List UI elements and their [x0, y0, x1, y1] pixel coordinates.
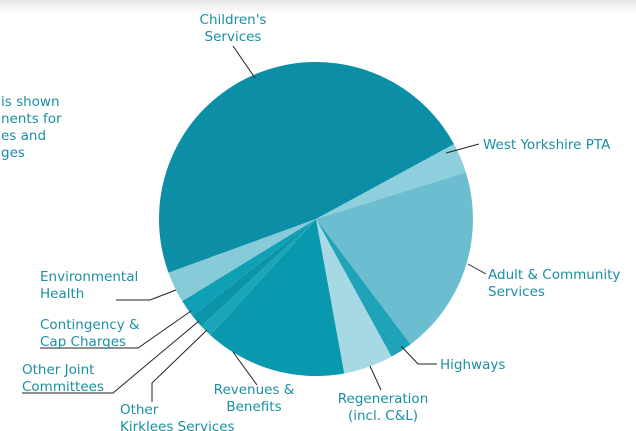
- slice-label: Other Kirklees Services: [120, 402, 235, 431]
- leader-line: [151, 329, 208, 402]
- annotation: nents for: [1, 111, 62, 127]
- annotation: es and: [1, 128, 46, 144]
- slice-label: Contingency & Cap Charges: [40, 317, 140, 350]
- leader-line: [22, 320, 200, 394]
- annotation: is shown: [1, 94, 60, 110]
- pie-slice: [192, 219, 316, 327]
- slice-label: West Yorkshire PTA: [483, 137, 611, 153]
- leader-line: [445, 143, 480, 154]
- pie-slice: [168, 219, 316, 302]
- slice-label: Other Joint Committees: [22, 362, 104, 395]
- pie-slice: [182, 219, 316, 316]
- pie-slice: [316, 144, 466, 219]
- pie-slice: [316, 172, 473, 345]
- pie-slice: [201, 219, 316, 336]
- annotation: ges: [1, 145, 25, 161]
- slice-label: Environmental Health: [40, 269, 138, 302]
- pie-slice: [316, 219, 411, 357]
- leader-line: [369, 365, 382, 391]
- pie-slice: [316, 219, 392, 374]
- leader-line: [467, 263, 487, 275]
- leader-line: [232, 351, 258, 386]
- slice-label: Adult & Community Services: [488, 267, 620, 300]
- leader-line: [232, 45, 256, 79]
- leader-line: [116, 289, 177, 301]
- slice-label: Children's Services: [200, 12, 267, 45]
- pie-slice: [210, 219, 345, 376]
- slice-label: Regeneration (incl. C&L): [338, 391, 429, 424]
- slice-label: Revenues & Benefits: [214, 382, 295, 415]
- leader-line: [400, 345, 437, 365]
- slice-label: Highways: [440, 357, 505, 373]
- pie-slice: [159, 61, 455, 273]
- top-shadow: [0, 0, 636, 14]
- leader-line: [40, 310, 192, 349]
